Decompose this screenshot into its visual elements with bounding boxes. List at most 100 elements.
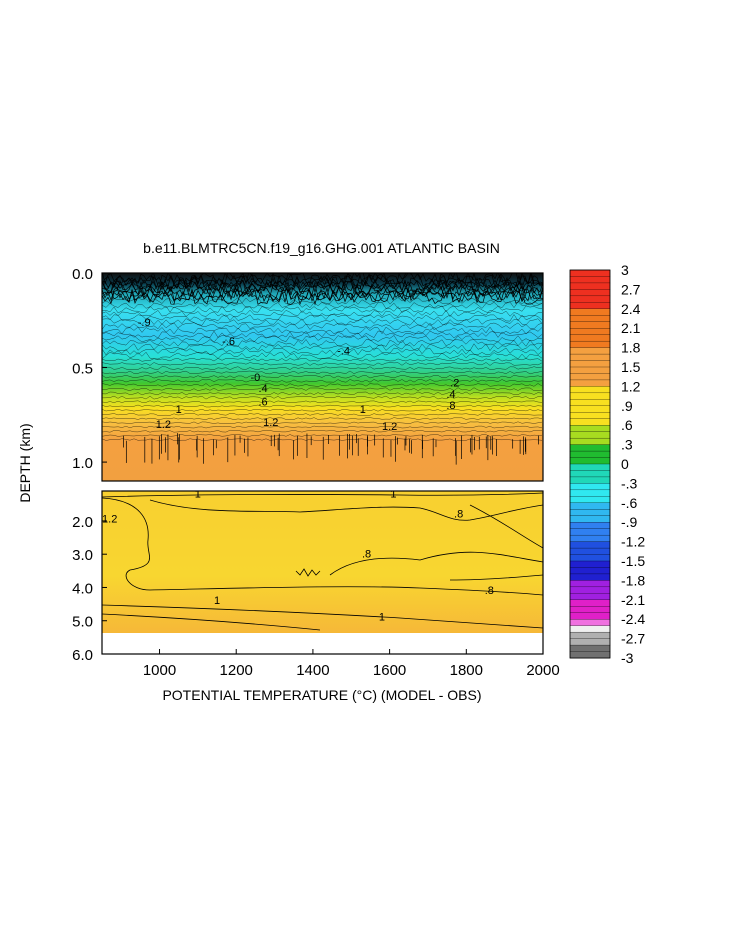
depth-contour xyxy=(102,434,543,437)
colorbar-label: .9 xyxy=(621,398,633,414)
colorbar-box xyxy=(569,586,611,594)
colorbar-label: -2.7 xyxy=(621,631,645,647)
colorbar-box xyxy=(569,625,611,633)
x-ticks: 1000 1200 1400 1600 1800 2000 xyxy=(143,649,560,679)
colorbar-box xyxy=(569,373,611,381)
colorbar-box xyxy=(569,437,611,446)
surface-contour xyxy=(102,287,543,304)
depth-contour xyxy=(102,400,543,404)
colorbar-box xyxy=(569,554,611,562)
colorbar-label: 2.1 xyxy=(621,320,641,336)
colorbar-box xyxy=(569,399,611,407)
colorbar-box xyxy=(569,593,611,601)
colorbar-box xyxy=(569,599,611,607)
depth-contour xyxy=(102,351,543,360)
colorbar-box xyxy=(569,619,611,627)
surface-contour xyxy=(102,290,543,306)
colorbar-box xyxy=(569,353,611,361)
lower-contour-label: .8 xyxy=(485,585,494,597)
colorbar-box xyxy=(569,282,611,290)
colorbar-box xyxy=(569,476,611,484)
lower-y-tick-label: 5.0 xyxy=(72,614,93,631)
colorbar-box xyxy=(569,340,611,349)
depth-contour xyxy=(102,429,543,433)
x-tick-label: 1600 xyxy=(373,662,406,679)
depth-contour xyxy=(102,383,543,387)
colorbar-box xyxy=(569,457,611,465)
colorbar-label: -.3 xyxy=(621,475,638,491)
upper-contour-label: .4 xyxy=(446,389,455,401)
depth-contour xyxy=(102,339,543,347)
colorbar-label: 1.5 xyxy=(621,359,641,375)
colorbar-box xyxy=(569,502,611,510)
upper-y-ticks: 0.0 0.5 1.0 xyxy=(72,266,107,472)
upper-contour-label: .2 xyxy=(450,377,459,389)
colorbar-box xyxy=(569,509,611,517)
colorbar-box xyxy=(569,515,611,523)
depth-contour xyxy=(102,391,543,396)
colorbar-box xyxy=(569,567,611,575)
colorbar-box xyxy=(569,418,611,426)
depth-contour xyxy=(102,309,542,318)
upper-contour-lines xyxy=(102,273,543,465)
colorbar-box xyxy=(569,347,611,355)
colorbar-box xyxy=(569,606,611,614)
colorbar-box xyxy=(569,463,611,471)
colorbar-box xyxy=(569,444,611,452)
upper-contour-label: 1.2 xyxy=(382,421,397,433)
colorbar-box xyxy=(569,425,611,433)
depth-contour xyxy=(102,438,543,441)
depth-contour xyxy=(102,408,543,412)
upper-y-tick-label: 0.0 xyxy=(72,266,93,283)
upper-contour-labels: -.9-.6-.4-0.4.6.2.4.81 11.2 1.2 1.2 xyxy=(138,317,460,433)
upper-contour-label: -.9 xyxy=(138,317,151,329)
depth-contour xyxy=(102,413,542,416)
lower-contour-label: 1 xyxy=(390,489,396,501)
depth-contour xyxy=(102,421,543,424)
lower-panel-fill xyxy=(102,491,543,633)
colorbar-label: 2.7 xyxy=(621,281,641,297)
depth-contour xyxy=(102,297,543,305)
colorbar-box xyxy=(569,560,611,568)
depth-contour xyxy=(102,366,543,370)
lower-y-tick-label: 2.0 xyxy=(72,514,93,531)
depth-contour xyxy=(102,374,543,379)
depth-contour xyxy=(102,417,543,420)
colorbar-label: 1.2 xyxy=(621,378,641,394)
lower-contour-label: 1 xyxy=(195,489,201,501)
x-tick-label: 1000 xyxy=(143,662,176,679)
upper-contour-label: -.6 xyxy=(222,336,235,348)
colorbar-label: 1.8 xyxy=(621,340,641,356)
colorbar-label: .6 xyxy=(621,417,633,433)
colorbar-box xyxy=(569,386,611,394)
colorbar-box xyxy=(569,276,611,284)
colorbar-frame xyxy=(569,269,611,659)
colorbar-boxes xyxy=(569,269,611,659)
depth-contour xyxy=(102,358,543,362)
depth-contour xyxy=(102,362,543,366)
depth-contour xyxy=(102,347,543,356)
lower-contour-label: .8 xyxy=(454,509,463,521)
surface-contour xyxy=(102,285,543,302)
depth-contour xyxy=(102,379,543,383)
colorbar-box xyxy=(569,269,611,277)
lower-y-ticks: 2.0 3.0 4.0 5.0 6.0 xyxy=(72,514,107,664)
colorbar-label: -2.1 xyxy=(621,592,645,608)
colorbar-labels: 3 2.7 2.4 2.1 1.8 1.5 1.2 .9 .6 .3 0 -.3 -.6 -.9 -1.2 -… xyxy=(621,262,645,666)
surface-contour xyxy=(102,276,543,293)
depth-contour xyxy=(102,322,543,331)
colorbar-label: -1.5 xyxy=(621,553,645,569)
lower-panel: 1 1 .8 .8 .8 1.2 1 1 2.0 3.0 4.0 5.0 6.0 1000 1200 14… xyxy=(72,489,560,679)
depth-contour xyxy=(102,387,543,391)
upper-contour-label: .8 xyxy=(446,400,455,412)
depth-contour xyxy=(102,425,543,429)
colorbar-box xyxy=(569,522,611,530)
surface-contour xyxy=(102,280,543,297)
colorbar-box xyxy=(569,644,611,652)
colorbar-box xyxy=(569,295,611,303)
upper-contour-label: .4 xyxy=(258,383,267,395)
depth-contour xyxy=(102,318,543,326)
colorbar-label: -3 xyxy=(621,650,634,666)
colorbar-box xyxy=(569,612,611,620)
